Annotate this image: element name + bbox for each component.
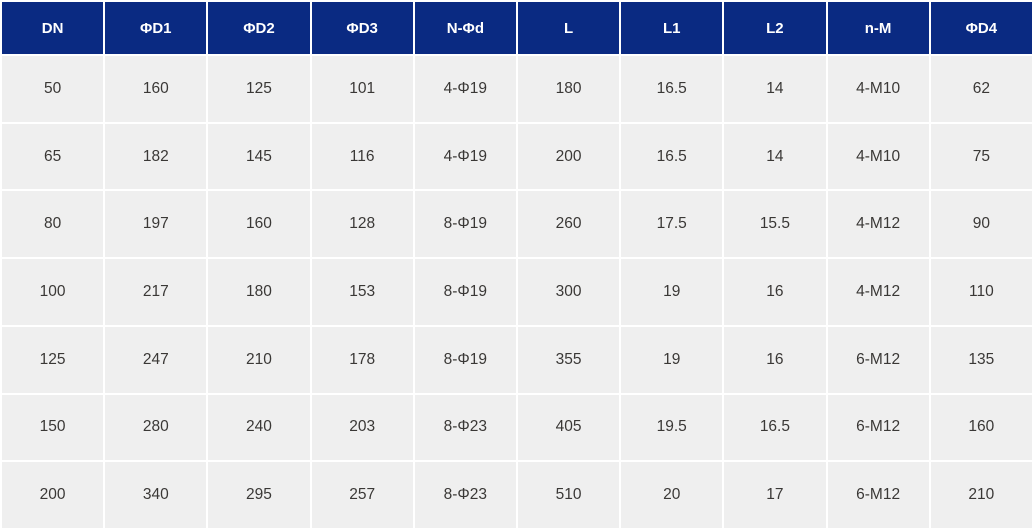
body-cell: 19 xyxy=(619,324,725,395)
body-cell: 4-Φ19 xyxy=(412,121,518,192)
body-cell: 217 xyxy=(103,257,209,327)
header-cell: ΦD4 xyxy=(928,0,1034,56)
body-cell: 300 xyxy=(515,257,622,327)
table-row: 150 280 240 203 8-Φ23 405 19.5 16.5 6-M12 160 xyxy=(0,392,1034,463)
body-cell: 150 xyxy=(0,392,106,463)
header-cell: ΦD3 xyxy=(309,0,415,56)
body-cell: 4-M12 xyxy=(825,189,931,260)
table-row: 65 182 145 116 4-Φ19 200 16.5 14 4-M10 75 xyxy=(0,121,1034,192)
body-cell: 6-M12 xyxy=(825,460,931,530)
body-cell: 125 xyxy=(206,54,312,124)
body-cell: 260 xyxy=(515,189,622,260)
body-cell: 90 xyxy=(928,189,1034,260)
body-cell: 340 xyxy=(103,460,209,530)
body-cell: 355 xyxy=(515,324,622,395)
body-cell: 20 xyxy=(619,460,725,530)
body-cell: 16 xyxy=(722,257,828,327)
table-row: 200 340 295 257 8-Φ23 510 20 17 6-M12 210 xyxy=(0,460,1034,530)
body-cell: 14 xyxy=(722,121,828,192)
body-cell: 75 xyxy=(928,121,1034,192)
body-cell: 116 xyxy=(309,121,415,192)
body-cell: 4-M12 xyxy=(825,257,931,327)
header-cell: ΦD2 xyxy=(206,0,312,56)
body-cell: 197 xyxy=(103,189,209,260)
body-cell: 203 xyxy=(309,392,415,463)
body-cell: 160 xyxy=(928,392,1034,463)
body-cell: 4-Φ19 xyxy=(412,54,518,124)
header-cell: L xyxy=(515,0,622,56)
body-cell: 128 xyxy=(309,189,415,260)
body-cell: 8-Φ23 xyxy=(412,392,518,463)
body-cell: 6-M12 xyxy=(825,392,931,463)
body-cell: 16 xyxy=(722,324,828,395)
header-cell: L2 xyxy=(722,0,828,56)
body-cell: 110 xyxy=(928,257,1034,327)
body-cell: 19.5 xyxy=(619,392,725,463)
spec-table-header: DN ΦD1 ΦD2 ΦD3 N-Φd L L1 L2 n-M ΦD4 xyxy=(0,0,1034,56)
body-cell: 16.5 xyxy=(619,54,725,124)
body-cell: 8-Φ23 xyxy=(412,460,518,530)
body-cell: 200 xyxy=(0,460,106,530)
body-cell: 101 xyxy=(309,54,415,124)
body-cell: 405 xyxy=(515,392,622,463)
spec-table-body: 50 160 125 101 4-Φ19 180 16.5 14 4-M10 62 65 182 145… xyxy=(0,54,1034,530)
body-cell: 125 xyxy=(0,324,106,395)
body-cell: 247 xyxy=(103,324,209,395)
body-cell: 4-M10 xyxy=(825,121,931,192)
body-cell: 257 xyxy=(309,460,415,530)
body-cell: 8-Φ19 xyxy=(412,257,518,327)
table-row: 50 160 125 101 4-Φ19 180 16.5 14 4-M10 62 xyxy=(0,54,1034,124)
header-cell: DN xyxy=(0,0,106,56)
header-row: DN ΦD1 ΦD2 ΦD3 N-Φd L L1 L2 n-M ΦD4 xyxy=(0,0,1034,56)
body-cell: 200 xyxy=(515,121,622,192)
body-cell: 4-M10 xyxy=(825,54,931,124)
body-cell: 19 xyxy=(619,257,725,327)
header-cell: N-Φd xyxy=(412,0,518,56)
body-cell: 15.5 xyxy=(722,189,828,260)
body-cell: 160 xyxy=(206,189,312,260)
header-cell: n-M xyxy=(825,0,931,56)
table-row: 80 197 160 128 8-Φ19 260 17.5 15.5 4-M12 90 xyxy=(0,189,1034,260)
body-cell: 240 xyxy=(206,392,312,463)
header-cell: ΦD1 xyxy=(103,0,209,56)
header-cell: L1 xyxy=(619,0,725,56)
body-cell: 17.5 xyxy=(619,189,725,260)
body-cell: 160 xyxy=(103,54,209,124)
body-cell: 6-M12 xyxy=(825,324,931,395)
body-cell: 210 xyxy=(206,324,312,395)
body-cell: 510 xyxy=(515,460,622,530)
body-cell: 16.5 xyxy=(619,121,725,192)
body-cell: 145 xyxy=(206,121,312,192)
body-cell: 210 xyxy=(928,460,1034,530)
body-cell: 135 xyxy=(928,324,1034,395)
body-cell: 8-Φ19 xyxy=(412,324,518,395)
table-row: 125 247 210 178 8-Φ19 355 19 16 6-M12 135 xyxy=(0,324,1034,395)
body-cell: 295 xyxy=(206,460,312,530)
body-cell: 16.5 xyxy=(722,392,828,463)
body-cell: 182 xyxy=(103,121,209,192)
table-row: 100 217 180 153 8-Φ19 300 19 16 4-M12 110 xyxy=(0,257,1034,327)
body-cell: 14 xyxy=(722,54,828,124)
body-cell: 62 xyxy=(928,54,1034,124)
body-cell: 8-Φ19 xyxy=(412,189,518,260)
body-cell: 180 xyxy=(515,54,622,124)
body-cell: 80 xyxy=(0,189,106,260)
body-cell: 180 xyxy=(206,257,312,327)
body-cell: 100 xyxy=(0,257,106,327)
body-cell: 280 xyxy=(103,392,209,463)
body-cell: 178 xyxy=(309,324,415,395)
body-cell: 65 xyxy=(0,121,106,192)
body-cell: 153 xyxy=(309,257,415,327)
body-cell: 50 xyxy=(0,54,106,124)
body-cell: 17 xyxy=(722,460,828,530)
